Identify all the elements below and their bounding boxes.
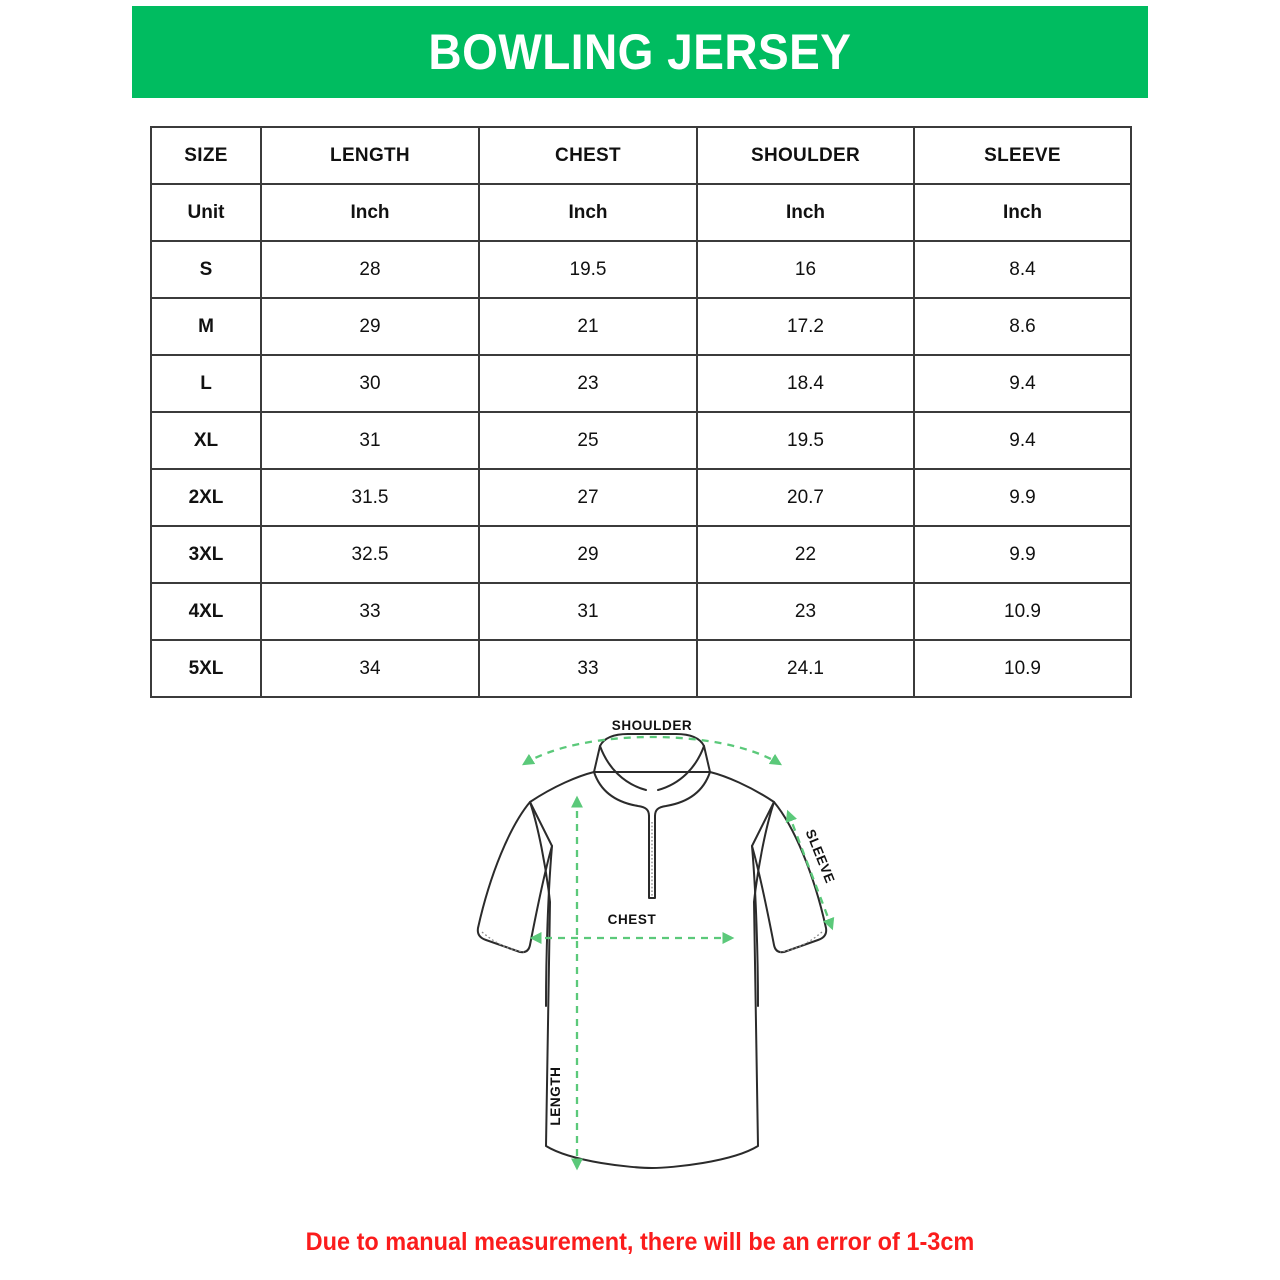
cell-size: 2XL (150, 468, 262, 527)
label-shoulder: SHOULDER (612, 718, 693, 733)
cell-shoulder: 20.7 (696, 468, 915, 527)
cell-shoulder: 19.5 (696, 411, 915, 470)
table-row: 3XL 32.5 29 22 9.9 (150, 525, 1132, 584)
cell-chest: 31 (478, 582, 698, 641)
measurement-disclaimer: Due to manual measurement, there will be… (305, 1228, 975, 1256)
left-armhole-seam (545, 845, 553, 1007)
collar-right-inner (654, 771, 711, 825)
table-row: 2XL 31.5 27 20.7 9.9 (150, 468, 1132, 527)
right-sleeve-shape (751, 801, 828, 954)
table-row: 5XL 34 33 24.1 10.9 (150, 639, 1132, 698)
unit-label: Unit (150, 183, 262, 242)
cell-chest: 29 (478, 525, 698, 584)
shoulder-arrow (521, 735, 783, 766)
right-cuff-stitch (779, 931, 823, 953)
jersey-illustration-svg: SHOULDER CHEST SLEEVE LENGTH (476, 718, 838, 1171)
cell-sleeve: 9.4 (913, 354, 1132, 413)
cell-shoulder: 16 (696, 240, 915, 299)
label-length: LENGTH (548, 1066, 563, 1125)
table-header-row: SIZE LENGTH CHEST SHOULDER SLEEVE (150, 126, 1132, 185)
left-sleeve-shape (476, 801, 553, 954)
cell-length: 28 (260, 240, 480, 299)
cell-chest: 33 (478, 639, 698, 698)
table-row: M 29 21 17.2 8.6 (150, 297, 1132, 356)
table-row: L 30 23 18.4 9.4 (150, 354, 1132, 413)
cell-shoulder: 22 (696, 525, 915, 584)
body-shape (529, 771, 775, 1169)
cell-size: XL (150, 411, 262, 470)
cell-shoulder: 23 (696, 582, 915, 641)
label-chest: CHEST (608, 912, 657, 927)
cell-length: 34 (260, 639, 480, 698)
cell-sleeve: 9.9 (913, 525, 1132, 584)
cell-size: L (150, 354, 262, 413)
cell-sleeve: 10.9 (913, 582, 1132, 641)
cell-length: 32.5 (260, 525, 480, 584)
unit-shoulder: Inch (696, 183, 915, 242)
cell-size: M (150, 297, 262, 356)
left-cuff-stitch (481, 931, 525, 953)
cell-size: 5XL (150, 639, 262, 698)
cell-sleeve: 9.4 (913, 411, 1132, 470)
cell-sleeve: 9.9 (913, 468, 1132, 527)
column-header-size: SIZE (150, 126, 262, 185)
jersey-outline (476, 733, 828, 1169)
column-header-chest: CHEST (478, 126, 698, 185)
cell-size: 4XL (150, 582, 262, 641)
column-header-length: LENGTH (260, 126, 480, 185)
table-row: S 28 19.5 16 8.4 (150, 240, 1132, 299)
header-banner: BOWLING JERSEY (132, 6, 1148, 98)
right-armhole-seam (751, 845, 759, 1007)
cell-chest: 21 (478, 297, 698, 356)
unit-sleeve: Inch (913, 183, 1132, 242)
collar-left-inner (593, 771, 650, 825)
cell-sleeve: 10.9 (913, 639, 1132, 698)
collar-right-fold (657, 745, 705, 791)
cell-chest: 27 (478, 468, 698, 527)
cell-length: 30 (260, 354, 480, 413)
cell-shoulder: 17.2 (696, 297, 915, 356)
unit-length: Inch (260, 183, 480, 242)
cell-sleeve: 8.6 (913, 297, 1132, 356)
cell-size: 3XL (150, 525, 262, 584)
measurement-arrows (521, 735, 835, 1171)
cell-size: S (150, 240, 262, 299)
cell-chest: 19.5 (478, 240, 698, 299)
size-table: SIZE LENGTH CHEST SHOULDER SLEEVE Unit I… (150, 126, 1132, 698)
cell-chest: 25 (478, 411, 698, 470)
unit-row: Unit Inch Inch Inch Inch (150, 183, 1132, 242)
cell-length: 33 (260, 582, 480, 641)
cell-length: 29 (260, 297, 480, 356)
size-table-container: SIZE LENGTH CHEST SHOULDER SLEEVE Unit I… (150, 126, 1132, 698)
cell-length: 31 (260, 411, 480, 470)
table-row: XL 31 25 19.5 9.4 (150, 411, 1132, 470)
column-header-shoulder: SHOULDER (696, 126, 915, 185)
column-header-sleeve: SLEEVE (913, 126, 1132, 185)
cell-chest: 23 (478, 354, 698, 413)
cell-shoulder: 18.4 (696, 354, 915, 413)
cell-length: 31.5 (260, 468, 480, 527)
placket-shape (648, 815, 656, 899)
page-title: BOWLING JERSEY (428, 24, 852, 80)
garment-diagram: SHOULDER CHEST SLEEVE LENGTH (432, 706, 872, 1216)
unit-chest: Inch (478, 183, 698, 242)
label-sleeve: SLEEVE (803, 827, 838, 885)
cell-sleeve: 8.4 (913, 240, 1132, 299)
table-row: 4XL 33 31 23 10.9 (150, 582, 1132, 641)
cell-shoulder: 24.1 (696, 639, 915, 698)
collar-left-fold (599, 745, 647, 791)
